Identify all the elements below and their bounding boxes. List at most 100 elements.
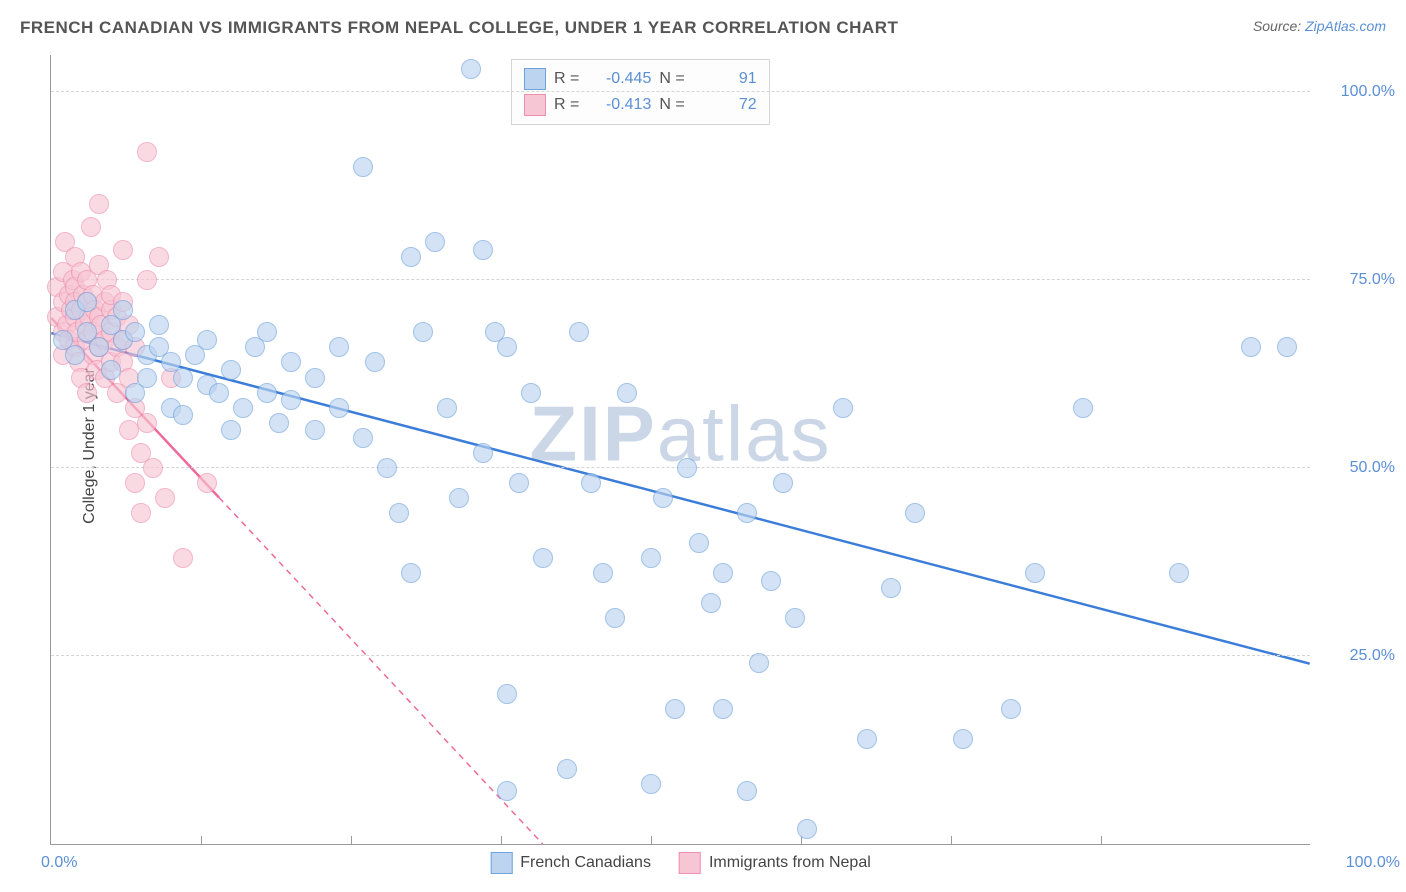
scatter-point [533, 548, 553, 568]
scatter-point [437, 398, 457, 418]
scatter-point [125, 322, 145, 342]
scatter-point [305, 420, 325, 440]
scatter-point [737, 503, 757, 523]
x-tick [951, 836, 952, 844]
scatter-point [101, 360, 121, 380]
y-tick-label: 50.0% [1350, 459, 1395, 477]
scatter-point [1277, 337, 1297, 357]
scatter-point [773, 473, 793, 493]
r-label: R = [554, 96, 579, 114]
legend-swatch [490, 852, 512, 874]
scatter-point [797, 819, 817, 839]
trend-line-extrapolated [219, 498, 543, 844]
scatter-point [953, 729, 973, 749]
scatter-point [497, 684, 517, 704]
scatter-point [281, 390, 301, 410]
trend-lines-layer [51, 55, 1310, 844]
scatter-point [173, 405, 193, 425]
legend-swatch [524, 94, 546, 116]
scatter-point [857, 729, 877, 749]
scatter-point [221, 420, 241, 440]
chart-title: FRENCH CANADIAN VS IMMIGRANTS FROM NEPAL… [20, 18, 898, 38]
x-tick-label: 0.0% [41, 854, 77, 872]
x-tick-label: 100.0% [1346, 854, 1400, 872]
scatter-point [329, 337, 349, 357]
n-label: N = [659, 70, 684, 88]
scatter-point [77, 292, 97, 312]
scatter-point [221, 360, 241, 380]
scatter-point [137, 142, 157, 162]
scatter-point [131, 503, 151, 523]
scatter-point [497, 337, 517, 357]
scatter-point [737, 781, 757, 801]
scatter-point [785, 608, 805, 628]
scatter-point [155, 488, 175, 508]
chart-container: FRENCH CANADIAN VS IMMIGRANTS FROM NEPAL… [0, 0, 1406, 892]
scatter-point [137, 368, 157, 388]
scatter-point [269, 413, 289, 433]
scatter-point [149, 247, 169, 267]
scatter-point [413, 322, 433, 342]
scatter-point [749, 653, 769, 673]
scatter-point [881, 578, 901, 598]
scatter-point [137, 270, 157, 290]
scatter-point [81, 217, 101, 237]
scatter-point [197, 473, 217, 493]
scatter-point [473, 240, 493, 260]
scatter-point [113, 300, 133, 320]
scatter-point [425, 232, 445, 252]
legend-row: R = -0.413 N = 72 [524, 92, 757, 118]
source-link[interactable]: ZipAtlas.com [1305, 18, 1386, 34]
scatter-point [569, 322, 589, 342]
scatter-point [77, 383, 97, 403]
n-value: 91 [693, 70, 757, 88]
x-tick [351, 836, 352, 844]
scatter-point [593, 563, 613, 583]
y-tick-label: 25.0% [1350, 647, 1395, 665]
scatter-point [389, 503, 409, 523]
y-tick-label: 100.0% [1341, 83, 1395, 101]
source-attribution: Source: ZipAtlas.com [1253, 18, 1386, 34]
scatter-point [713, 563, 733, 583]
scatter-point [119, 420, 139, 440]
legend-row: R = -0.445 N = 91 [524, 66, 757, 92]
scatter-point [581, 473, 601, 493]
x-tick [501, 836, 502, 844]
scatter-point [1001, 699, 1021, 719]
scatter-point [497, 781, 517, 801]
scatter-point [641, 548, 661, 568]
legend-item: French Canadians [490, 852, 651, 874]
scatter-point [365, 352, 385, 372]
scatter-point [149, 315, 169, 335]
r-value: -0.445 [587, 70, 651, 88]
gridline [51, 279, 1310, 280]
scatter-point [257, 383, 277, 403]
scatter-point [173, 548, 193, 568]
scatter-point [113, 240, 133, 260]
scatter-point [173, 368, 193, 388]
scatter-point [305, 368, 325, 388]
correlation-legend: R = -0.445 N = 91 R = -0.413 N = 72 [511, 59, 770, 125]
scatter-point [377, 458, 397, 478]
scatter-point [761, 571, 781, 591]
scatter-point [449, 488, 469, 508]
n-label: N = [659, 96, 684, 114]
scatter-point [89, 194, 109, 214]
scatter-point [89, 337, 109, 357]
scatter-point [353, 157, 373, 177]
trend-line [51, 333, 1309, 664]
scatter-point [1025, 563, 1045, 583]
scatter-point [461, 59, 481, 79]
gridline [51, 655, 1310, 656]
scatter-point [605, 608, 625, 628]
gridline [51, 91, 1310, 92]
r-value: -0.413 [587, 96, 651, 114]
scatter-point [689, 533, 709, 553]
scatter-point [401, 563, 421, 583]
scatter-point [653, 488, 673, 508]
scatter-point [401, 247, 421, 267]
legend-label: French Canadians [520, 854, 651, 872]
y-tick-label: 75.0% [1350, 271, 1395, 289]
scatter-point [125, 473, 145, 493]
source-prefix: Source: [1253, 18, 1305, 34]
